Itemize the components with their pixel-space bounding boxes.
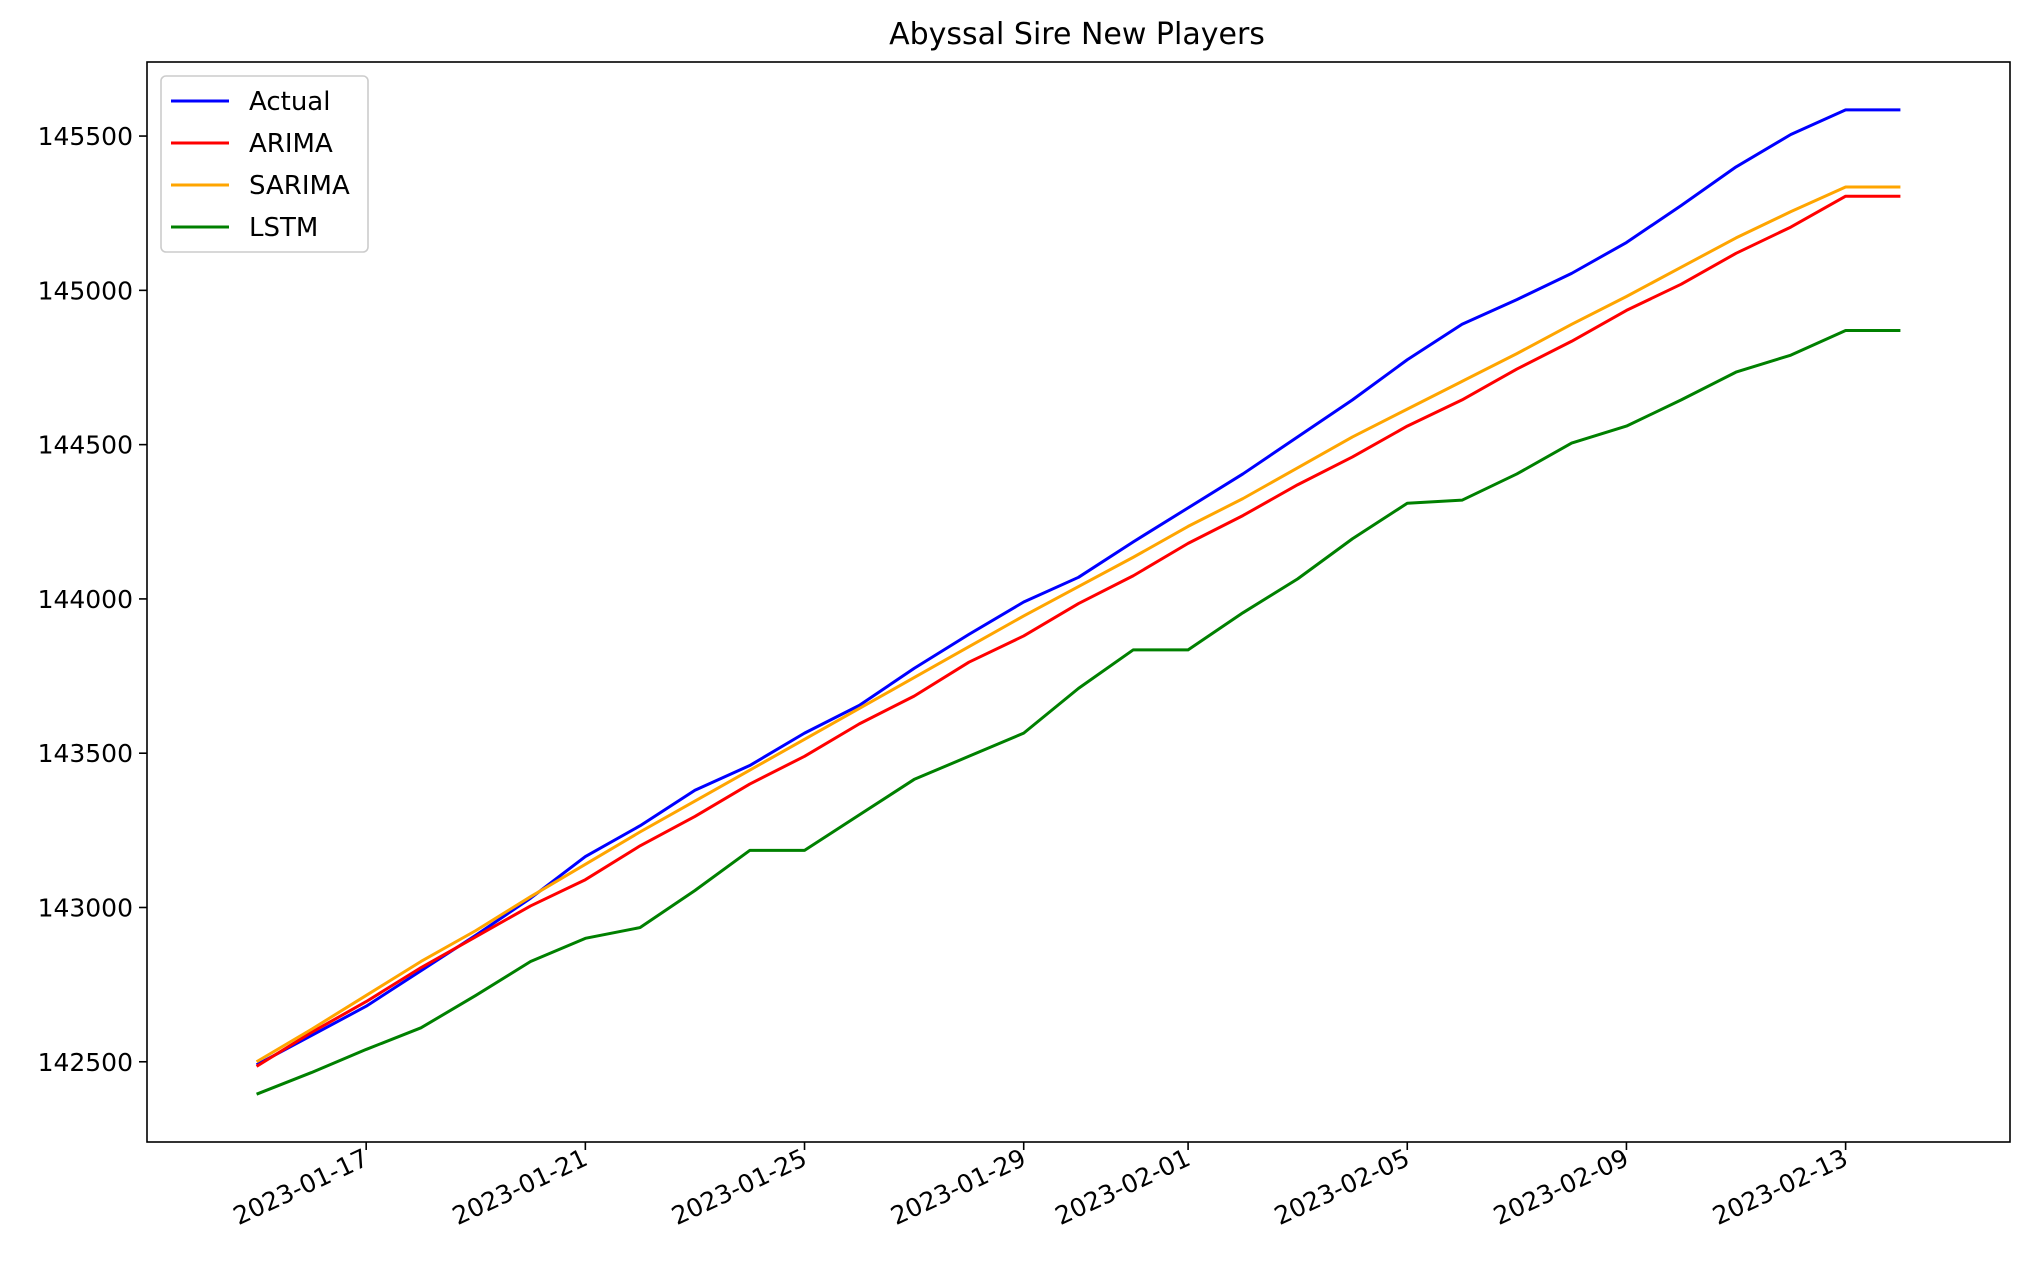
chart-title: Abyssal Sire New Players [889,17,1265,52]
y-tick-label: 144000 [38,585,133,614]
axes-frame [146,61,2011,1143]
series-line-arima [255,194,1901,1068]
series-line-sarima [255,185,1901,1064]
series-line-lstm [256,328,1901,1096]
legend-label-arima: ARIMA [249,129,333,159]
y-tick-label: 143000 [38,893,133,922]
plot-area [255,108,1901,1096]
y-tick-label: 143500 [38,739,133,768]
legend-label-actual: Actual [249,87,330,117]
legend-label-sarima: SARIMA [249,171,350,201]
y-tick-label: 144500 [38,431,133,460]
y-tick-label: 145000 [38,276,133,305]
y-tick-label: 145500 [38,122,133,151]
legend: Actual ARIMA SARIMA LSTM [160,75,369,253]
legend-label-lstm: LSTM [249,213,318,243]
legend-box [160,75,369,253]
y-tick-label: 142500 [38,1048,133,1077]
